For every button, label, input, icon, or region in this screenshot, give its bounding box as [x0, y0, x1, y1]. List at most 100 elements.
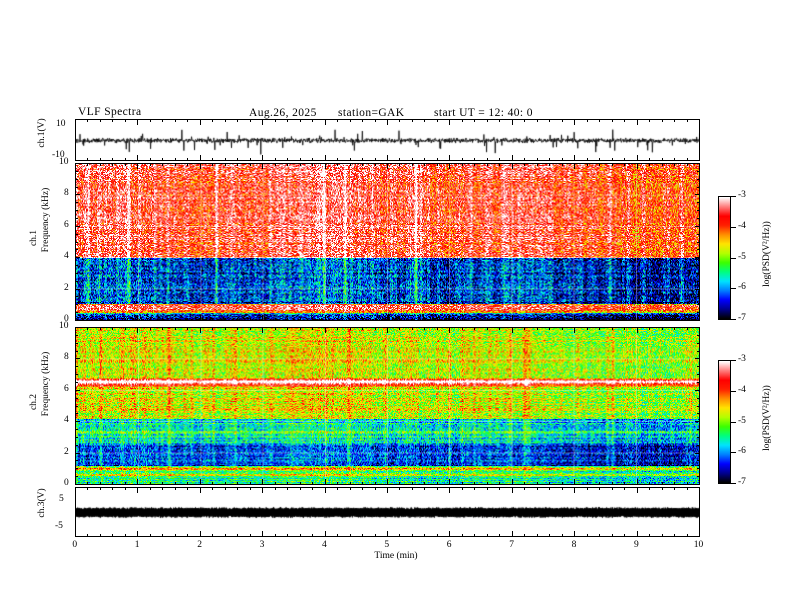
x-minor-tickmark	[487, 327, 488, 330]
x-minor-tickmark	[362, 318, 363, 321]
x-minor-tickmark	[275, 482, 276, 485]
x-tickmark	[699, 315, 700, 321]
x-minor-tickmark	[399, 487, 400, 490]
y-minor-tickmark	[75, 186, 78, 188]
x-minor-tickmark	[312, 482, 313, 485]
x-minor-tickmark	[175, 158, 176, 161]
x-tickmark	[512, 327, 513, 333]
y-minor-tickmark	[75, 249, 78, 251]
x-minor-tickmark	[212, 163, 213, 166]
x-axis-label: Time (min)	[374, 551, 418, 561]
x-tickmark	[574, 531, 575, 537]
colorbar-ticklabel: -7	[738, 477, 746, 487]
x-minor-tickmark	[624, 318, 625, 321]
x-minor-tickmark	[337, 318, 338, 321]
y-minor-tickmark	[697, 350, 700, 352]
x-minor-tickmark	[624, 487, 625, 490]
y-minor-tickmark	[75, 334, 78, 336]
x-tickmark	[449, 479, 450, 485]
y-minor-tickmark	[697, 210, 700, 212]
x-minor-tickmark	[437, 327, 438, 330]
x-tickmark	[200, 119, 201, 125]
x-minor-tickmark	[462, 487, 463, 490]
x-minor-tickmark	[537, 487, 538, 490]
x-tickmark	[449, 119, 450, 125]
x-minor-tickmark	[537, 482, 538, 485]
panel-ch1-waveform	[75, 119, 700, 161]
x-minor-tickmark	[662, 163, 663, 166]
x-minor-tickmark	[537, 119, 538, 122]
x-minor-tickmark	[362, 534, 363, 537]
x-minor-tickmark	[337, 487, 338, 490]
y-ticklabel: 4	[64, 251, 69, 262]
y-minor-tickmark	[697, 460, 700, 462]
x-minor-tickmark	[362, 482, 363, 485]
x-ticklabel: 10	[693, 540, 704, 550]
x-minor-tickmark	[474, 327, 475, 330]
x-tickmark	[574, 327, 575, 333]
y-ticklabel: 2	[64, 446, 69, 457]
x-minor-tickmark	[100, 158, 101, 161]
x-tickmark	[574, 479, 575, 485]
x-minor-tickmark	[612, 158, 613, 161]
x-minor-tickmark	[424, 482, 425, 485]
y-minor-tickmark	[697, 304, 700, 306]
x-minor-tickmark	[237, 534, 238, 537]
x-minor-tickmark	[474, 487, 475, 490]
x-tickmark	[449, 155, 450, 161]
figure-start-time: start UT = 12: 40: 0	[434, 107, 533, 119]
colorbar-ch1	[718, 196, 731, 320]
x-minor-tickmark	[599, 327, 600, 330]
ch1-spectrogram-image	[76, 164, 699, 320]
y-ticklabel: 0	[64, 314, 69, 324]
x-tickmark	[637, 479, 638, 485]
x-minor-tickmark	[187, 163, 188, 166]
colorbar-ticklabel: -4	[738, 384, 746, 395]
x-minor-tickmark	[549, 119, 550, 122]
ch1-ytick-neg10: -10	[52, 150, 65, 160]
x-minor-tickmark	[125, 318, 126, 321]
x-tickmark	[699, 119, 700, 125]
x-tickmark	[200, 327, 201, 333]
x-minor-tickmark	[674, 158, 675, 161]
x-tickmark	[137, 479, 138, 485]
x-minor-tickmark	[375, 318, 376, 321]
x-ticklabel: 9	[634, 540, 639, 550]
x-minor-tickmark	[562, 318, 563, 321]
x-minor-tickmark	[150, 163, 151, 166]
y-tickmark	[75, 327, 80, 328]
x-minor-tickmark	[87, 163, 88, 166]
x-minor-tickmark	[587, 482, 588, 485]
x-minor-tickmark	[237, 158, 238, 161]
x-minor-tickmark	[487, 119, 488, 122]
x-minor-tickmark	[524, 327, 525, 330]
x-tickmark	[200, 531, 201, 537]
x-minor-tickmark	[424, 327, 425, 330]
x-minor-tickmark	[462, 119, 463, 122]
x-minor-tickmark	[100, 318, 101, 321]
x-minor-tickmark	[599, 487, 600, 490]
colorbar-tickmark	[731, 483, 736, 484]
x-minor-tickmark	[362, 487, 363, 490]
x-minor-tickmark	[487, 163, 488, 166]
x-tickmark	[200, 479, 201, 485]
x-minor-tickmark	[587, 487, 588, 490]
x-minor-tickmark	[250, 482, 251, 485]
x-minor-tickmark	[300, 318, 301, 321]
x-tickmark	[325, 479, 326, 485]
x-minor-tickmark	[187, 482, 188, 485]
x-minor-tickmark	[499, 119, 500, 122]
x-minor-tickmark	[212, 327, 213, 330]
x-minor-tickmark	[649, 163, 650, 166]
x-minor-tickmark	[624, 482, 625, 485]
x-minor-tickmark	[612, 327, 613, 330]
x-minor-tickmark	[599, 163, 600, 166]
colorbar-tickmark	[731, 452, 736, 454]
y-minor-tickmark	[75, 202, 78, 204]
x-minor-tickmark	[100, 487, 101, 490]
ch3-ytick-neg5: -5	[55, 521, 63, 531]
x-tickmark	[699, 163, 700, 169]
x-minor-tickmark	[499, 482, 500, 485]
y-tickmark	[75, 484, 80, 485]
y-tickmark	[695, 288, 700, 290]
